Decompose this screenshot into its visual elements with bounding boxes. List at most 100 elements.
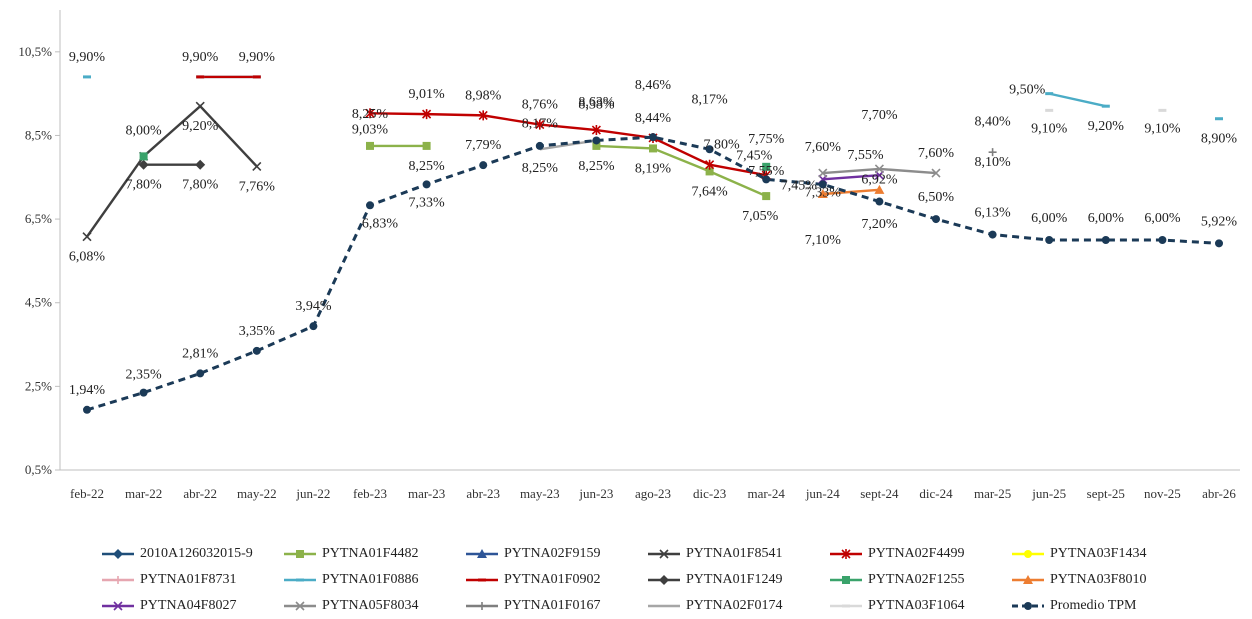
x-tick-label: jun-25 bbox=[1031, 486, 1066, 501]
legend-label: PYTNA01F1249 bbox=[686, 572, 783, 587]
data-label-pytna03f1064: 9,10% bbox=[1144, 121, 1181, 136]
point-pytna02f4499 bbox=[422, 109, 432, 120]
series-line-pytna01f0886 bbox=[1048, 92, 1107, 108]
point-promedio-tpm bbox=[252, 346, 261, 355]
x-tick-label: sept-25 bbox=[1087, 486, 1125, 501]
data-label-promedio-tpm: 8,25% bbox=[522, 161, 559, 176]
data-label-pytna02f0174: 8,40% bbox=[975, 115, 1012, 130]
point-pytna05f8034 bbox=[818, 168, 828, 178]
point-pytna02f4499 bbox=[591, 125, 601, 136]
x-tick-label: mar-23 bbox=[408, 486, 445, 501]
data-label-pytna03f1064: 9,10% bbox=[1031, 121, 1068, 136]
point-promedio-tpm bbox=[1158, 236, 1167, 244]
point-pytna01f0902 bbox=[196, 75, 205, 79]
legend-item-pytna03f8010: PYTNA03F8010 bbox=[1010, 570, 1192, 590]
legend-item-pytna01f1249: PYTNA01F1249 bbox=[646, 570, 828, 590]
y-tick-label: 6,5% bbox=[25, 211, 52, 226]
legend-marker bbox=[114, 576, 122, 584]
legend-marker bbox=[842, 576, 850, 584]
point-promedio-tpm bbox=[309, 322, 318, 331]
legend-swatch bbox=[648, 604, 680, 608]
legend-item-2010a126032015-9: 2010A126032015-9 bbox=[100, 544, 282, 564]
legend-swatch bbox=[1012, 575, 1044, 584]
y-tick-label: 0,5% bbox=[25, 462, 52, 477]
x-tick-label: jun-24 bbox=[805, 486, 840, 501]
legend-swatch bbox=[648, 549, 680, 559]
x-tick-label: may-23 bbox=[520, 486, 560, 501]
point-pytna01f4482 bbox=[705, 167, 714, 176]
x-tick-label: dic-23 bbox=[693, 486, 726, 501]
legend-swatch bbox=[284, 601, 316, 611]
series-line-pytna01f4482 bbox=[596, 144, 767, 198]
data-label-pytna01f8541: 8,00% bbox=[126, 123, 163, 138]
chart-axes: 0,5% 2,5% 4,5% 6,5% 8,5% 10,5% feb-22 mar-22 abr… bbox=[18, 10, 1240, 501]
legend-marker bbox=[842, 604, 850, 608]
point-promedio-tpm bbox=[649, 133, 657, 142]
data-label-pytna01f0902: 9,90% bbox=[182, 50, 219, 65]
legend-marker bbox=[478, 578, 486, 582]
point-pytna02f4499 bbox=[705, 159, 715, 170]
point-pytna03f1064 bbox=[1158, 108, 1167, 112]
point-pytna03f1064 bbox=[1045, 108, 1054, 112]
legend-label: PYTNA01F0902 bbox=[504, 572, 601, 587]
data-label-pytna02f0174: 8,17% bbox=[522, 116, 559, 131]
legend-marker bbox=[478, 602, 486, 610]
legend-item-pytna04f8027: PYTNA04F8027 bbox=[100, 596, 282, 616]
data-label-pytna01f0167: 8,10% bbox=[975, 155, 1012, 170]
legend-marker bbox=[296, 578, 304, 582]
data-label-promedio-tpm: 7,33% bbox=[805, 185, 842, 200]
data-label-pytna01f0886: 8,90% bbox=[1201, 132, 1238, 147]
legend-label: PYTNA02F4499 bbox=[868, 546, 965, 561]
legend-item-pytna03f1434: PYTNA03F1434 bbox=[1010, 544, 1192, 564]
point-promedio-tpm bbox=[196, 369, 205, 378]
legend-swatch bbox=[466, 578, 498, 582]
data-label-pytna01f4482: 8,25% bbox=[352, 107, 389, 122]
data-label-promedio-tpm: 6,00% bbox=[1144, 211, 1181, 226]
y-tick-label: 10,5% bbox=[18, 44, 52, 59]
point-pytna03f8010 bbox=[817, 189, 828, 198]
point-pytna05f8034 bbox=[931, 168, 941, 178]
point-promedio-tpm bbox=[762, 175, 771, 184]
x-tick-label: abr-26 bbox=[1202, 486, 1236, 501]
data-label-pytna01f4482: 7,64% bbox=[692, 184, 729, 199]
point-promedio-tpm bbox=[1215, 239, 1223, 248]
x-tick-label: nov-25 bbox=[1144, 486, 1181, 501]
x-tick-label: dic-24 bbox=[919, 486, 953, 501]
data-label-pytna02f4499: 8,63% bbox=[578, 95, 615, 110]
point-promedio-tpm bbox=[592, 136, 601, 145]
point-pytna01f0886 bbox=[1215, 117, 1223, 121]
x-tick-label: mar-22 bbox=[125, 486, 162, 501]
data-label-pytna01f0902: 9,90% bbox=[239, 50, 276, 65]
legend-item-pytna01f8541: PYTNA01F8541 bbox=[646, 544, 828, 564]
legend-marker bbox=[477, 549, 487, 558]
series-line-promedio-tpm bbox=[86, 135, 1220, 412]
legend-swatch bbox=[102, 549, 134, 559]
legend-swatch bbox=[1012, 550, 1044, 558]
data-label-pytna01f8541: 7,76% bbox=[239, 179, 276, 194]
point-pytna01f4482 bbox=[422, 141, 431, 150]
data-label-pytna01f4482: 8,25% bbox=[578, 159, 615, 174]
data-label-pytna02f4499: 9,03% bbox=[352, 122, 389, 137]
data-label-pytna01f4482: 8,25% bbox=[409, 159, 446, 174]
data-label-promedio-tpm: 3,94% bbox=[295, 299, 332, 314]
legend-marker bbox=[113, 601, 123, 611]
data-label-promedio-tpm: 2,81% bbox=[182, 346, 219, 361]
point-pytna01f4482 bbox=[366, 141, 374, 150]
legend-swatch bbox=[1012, 602, 1044, 610]
point-pytna01f0902 bbox=[252, 75, 261, 79]
data-label-pytna04f8027: 7,55% bbox=[847, 148, 884, 163]
series-line-pytna02f4499 bbox=[369, 112, 767, 177]
point-promedio-tpm bbox=[366, 201, 374, 210]
legend-marker bbox=[113, 549, 123, 559]
data-label-promedio-tpm: 6,13% bbox=[975, 206, 1012, 221]
legend-marker bbox=[659, 575, 669, 585]
data-label-pytna01f1249: 7,80% bbox=[182, 178, 219, 193]
point-promedio-tpm bbox=[535, 141, 544, 150]
legend-item-pytna03f1064: PYTNA03F1064 bbox=[828, 596, 1010, 616]
legend-swatch bbox=[102, 601, 134, 611]
data-label-pytna01f0886: 9,90% bbox=[69, 50, 106, 65]
point-pytna01f0886 bbox=[1101, 104, 1110, 108]
legend-item-pytna01f8731: PYTNA01F8731 bbox=[100, 570, 282, 590]
y-tick-label: 8,5% bbox=[25, 127, 52, 142]
point-promedio-tpm bbox=[988, 230, 997, 239]
